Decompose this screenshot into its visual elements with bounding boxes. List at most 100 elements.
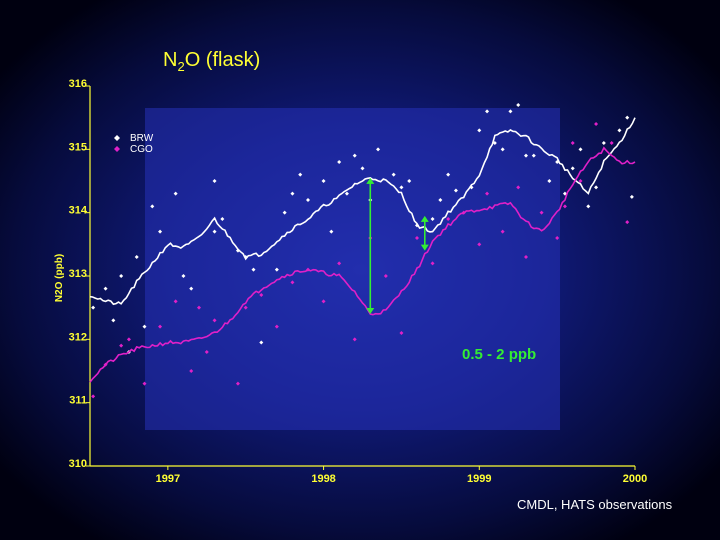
data-point-brw [586, 204, 591, 209]
y-tick-label: 315 [69, 141, 87, 153]
data-point-cgo [500, 229, 505, 234]
data-point-brw [629, 194, 634, 199]
data-point-brw [321, 179, 326, 183]
data-point-brw [430, 217, 435, 221]
data-point-brw [555, 160, 560, 164]
data-point-brw [594, 185, 599, 190]
data-point-brw [485, 109, 490, 114]
data-point-cgo [446, 217, 451, 221]
data-point-cgo [555, 236, 560, 240]
data-point-brw [220, 217, 225, 221]
data-point-brw [376, 147, 381, 152]
data-point-cgo [383, 274, 388, 278]
data-point-cgo [625, 220, 630, 225]
data-point-brw [438, 198, 443, 202]
data-point-cgo [173, 299, 178, 304]
chart-title: N2O (flask) [163, 49, 260, 74]
data-point-brw [274, 267, 279, 272]
data-point-brw [415, 223, 419, 228]
data-point-brw [391, 172, 396, 177]
data-point-brw [181, 274, 186, 278]
series-line-brw [89, 117, 636, 306]
data-point-cgo [578, 179, 583, 183]
data-point-brw [570, 166, 575, 171]
difference-arrow-head [366, 308, 375, 314]
data-point-cgo [158, 324, 163, 329]
data-point-cgo [485, 191, 490, 196]
data-point-cgo [321, 299, 326, 304]
data-point-cgo [259, 293, 264, 297]
data-point-brw [158, 229, 163, 234]
data-point-brw [578, 147, 583, 152]
data-point-cgo [290, 280, 295, 285]
data-point-brw [282, 210, 287, 215]
y-tick-label: 314 [69, 205, 88, 217]
data-point-brw [298, 172, 303, 177]
data-point-brw [453, 188, 458, 193]
data-point-brw [601, 141, 606, 145]
data-point-cgo [204, 350, 209, 354]
data-point-brw [352, 153, 357, 158]
data-point-brw [251, 267, 256, 272]
data-point-brw [508, 109, 513, 114]
data-point-cgo [609, 141, 614, 145]
data-point-brw [134, 255, 139, 259]
data-point-cgo [103, 362, 108, 367]
title-main: N [163, 49, 177, 71]
difference-arrow-head [420, 244, 429, 251]
data-point-brw [189, 286, 194, 291]
data-point-brw [103, 286, 108, 291]
series-layer [89, 103, 636, 399]
data-point-cgo [274, 324, 279, 329]
y-tick-label: 313 [69, 268, 87, 280]
data-point-brw [360, 166, 365, 171]
legend: BRW CGO [114, 133, 154, 155]
data-point-brw [446, 172, 451, 177]
data-point-cgo [126, 337, 131, 342]
data-point-cgo [477, 242, 482, 247]
data-point-cgo [212, 318, 217, 323]
data-point-brw [142, 324, 147, 329]
data-point-cgo [539, 210, 544, 215]
data-point-cgo [352, 337, 357, 342]
data-point-brw [469, 185, 474, 190]
difference-arrow-head [366, 177, 375, 184]
data-point-brw [119, 274, 124, 278]
y-tick-label: 310 [69, 458, 87, 470]
data-point-brw [516, 103, 521, 107]
data-point-brw [492, 141, 497, 145]
data-point-cgo [243, 305, 248, 310]
plot-glow [145, 108, 560, 430]
axes: 310 311 312 313 314 315 316 1997 1998 1999 2000 [69, 78, 648, 485]
y-tick-label: 316 [69, 78, 87, 90]
data-point-cgo [415, 236, 419, 240]
difference-arrow-head [420, 215, 429, 222]
y-tick-label: 312 [69, 331, 87, 343]
data-point-brw [212, 179, 217, 183]
data-point-brw [344, 191, 349, 196]
legend-marker-brw [114, 135, 120, 141]
data-point-brw [235, 248, 240, 253]
series-line-cgo [89, 146, 636, 383]
data-point-brw [243, 255, 248, 259]
data-point-brw [306, 198, 310, 202]
x-tick-label: 1997 [156, 473, 180, 485]
data-point-brw [337, 160, 342, 164]
y-axis-label: N2O (ppb) [54, 254, 65, 302]
data-point-cgo [235, 381, 240, 386]
data-point-brw [150, 204, 155, 209]
data-point-brw [547, 179, 552, 183]
data-point-cgo [91, 394, 96, 399]
legend-marker-cgo [114, 146, 120, 152]
difference-annotation: 0.5 - 2 ppb [462, 346, 536, 363]
data-point-cgo [430, 261, 435, 266]
data-point-cgo [524, 255, 528, 259]
data-point-brw [625, 115, 630, 120]
legend-label-brw: BRW [130, 133, 154, 144]
legend-label-cgo: CGO [130, 144, 153, 155]
difference-arrows [366, 177, 429, 314]
data-point-brw [399, 185, 404, 190]
data-point-brw [212, 229, 217, 234]
data-point-cgo [189, 369, 194, 373]
